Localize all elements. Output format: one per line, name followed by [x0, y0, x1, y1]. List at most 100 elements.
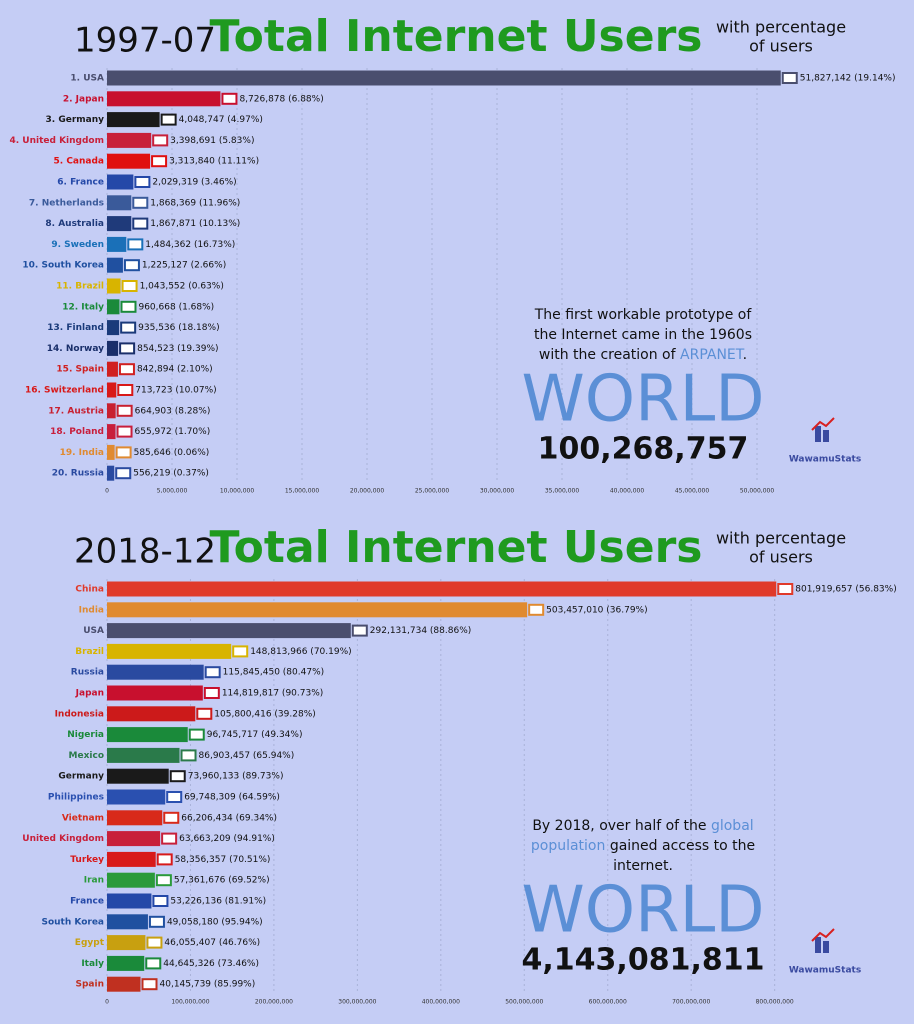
category-label: 16. Switzerland: [25, 386, 104, 396]
value-label: 49,058,180 (95.94%): [167, 917, 263, 927]
flag: [196, 707, 213, 720]
bar: [107, 768, 169, 784]
value-label: 3,398,691 (5.83%): [170, 136, 254, 146]
category-label: Brazil: [75, 647, 104, 657]
value-label: 713,723 (10.07%): [135, 386, 216, 396]
value-label: 114,819,817 (90.73%): [222, 689, 323, 699]
bar: [107, 320, 120, 336]
value-label: 53,226,136 (81.91%): [170, 897, 266, 907]
value-label: 801,919,657 (56.83%): [795, 585, 896, 595]
x-tick-label: 40,000,000: [610, 488, 645, 495]
flag: [160, 113, 177, 126]
bar: [107, 893, 152, 909]
flag: [351, 624, 368, 637]
category-label: 1. USA: [70, 74, 104, 84]
category-label: Japan: [75, 689, 104, 699]
value-label: 148,813,966 (70.19%): [250, 647, 351, 657]
value-label: 40,145,739 (85.99%): [160, 980, 256, 990]
bar: [107, 914, 148, 930]
value-label: 664,903 (8.28%): [135, 406, 211, 416]
region-label: WORLD: [521, 363, 764, 437]
bar: [107, 935, 146, 951]
flag: [156, 853, 173, 866]
category-label: Egypt: [75, 938, 105, 948]
x-tick-label: 45,000,000: [675, 488, 710, 495]
annotation-part: .: [743, 347, 747, 363]
bar: [107, 643, 232, 659]
region-total: 100,268,757: [538, 432, 749, 467]
flag: [163, 811, 180, 824]
category-label: Nigeria: [67, 730, 104, 740]
bar: [107, 236, 127, 252]
flag: [203, 687, 220, 699]
value-label: 2,029,319 (3.46%): [152, 178, 236, 188]
bar: [107, 216, 132, 232]
bar: [107, 174, 134, 190]
flag: [127, 238, 144, 251]
logo-icon: [815, 426, 821, 442]
x-tick-label: 50,000,000: [740, 488, 775, 495]
x-tick-label: 0: [105, 999, 109, 1006]
category-label: 8. Australia: [45, 219, 104, 229]
flag: [132, 196, 149, 209]
value-label: 3,313,840 (11.11%): [169, 157, 259, 167]
bar: [107, 257, 123, 273]
category-label: Spain: [76, 980, 105, 990]
bar: [107, 955, 145, 971]
flag: [121, 280, 138, 292]
bar: [107, 623, 351, 639]
x-tick-label: 700,000,000: [672, 999, 710, 1006]
logo-icon: [811, 417, 835, 431]
category-label: China: [75, 585, 104, 595]
category-label: United Kingdom: [22, 834, 104, 844]
value-label: 86,903,457 (65.94%): [199, 751, 295, 761]
flag: [152, 895, 169, 907]
flag: [169, 770, 186, 783]
category-label: Russia: [71, 668, 104, 678]
flag: [148, 915, 165, 928]
flag: [115, 446, 132, 459]
x-tick-label: 300,000,000: [338, 999, 376, 1006]
value-label: 105,800,416 (39.28%): [214, 709, 315, 719]
annotation-part: internet.: [613, 858, 673, 874]
x-tick-label: 5,000,000: [157, 488, 188, 495]
annotation-part: population: [531, 838, 606, 854]
flag: [180, 749, 197, 762]
annotation: population gained access to the: [531, 838, 755, 854]
flag: [145, 957, 162, 970]
region-total: 4,143,081,811: [522, 943, 765, 978]
value-label: 292,131,734 (88.86%): [370, 626, 471, 636]
category-label: 12. Italy: [62, 302, 104, 312]
category-label: 5. Canada: [54, 157, 105, 167]
value-label: 57,361,676 (69.52%): [174, 876, 270, 886]
bar: [107, 195, 132, 211]
annotation: the Internet came in the 1960s: [534, 327, 752, 343]
annotation-part: gained access to the: [605, 838, 755, 854]
bar: [107, 299, 120, 315]
bar: [107, 424, 116, 440]
value-label: 854,523 (19.39%): [137, 344, 218, 354]
value-label: 556,219 (0.37%): [133, 469, 209, 479]
category-label: 14. Norway: [47, 344, 104, 354]
category-label: South Korea: [41, 917, 104, 927]
annotation-part: The first workable prototype of: [534, 307, 753, 323]
value-label: 46,055,407 (46.76%): [164, 938, 260, 948]
bar: [107, 112, 160, 128]
category-label: Philippines: [48, 793, 104, 803]
bar: [107, 789, 166, 805]
flag: [134, 176, 151, 188]
logo-icon: [823, 430, 829, 442]
x-tick-label: 800,000,000: [756, 999, 794, 1006]
logo-icon: [815, 937, 821, 953]
annotation-part: the Internet came in the 1960s: [534, 327, 752, 343]
flag: [116, 404, 133, 417]
value-label: 58,356,357 (70.51%): [175, 855, 271, 865]
annotation-part: ARPANET: [680, 347, 745, 363]
value-label: 1,484,362 (16.73%): [145, 240, 235, 250]
flag: [781, 72, 798, 84]
value-label: 935,536 (18.18%): [138, 323, 219, 333]
bar: [107, 810, 163, 826]
category-label: 19. India: [60, 448, 104, 458]
